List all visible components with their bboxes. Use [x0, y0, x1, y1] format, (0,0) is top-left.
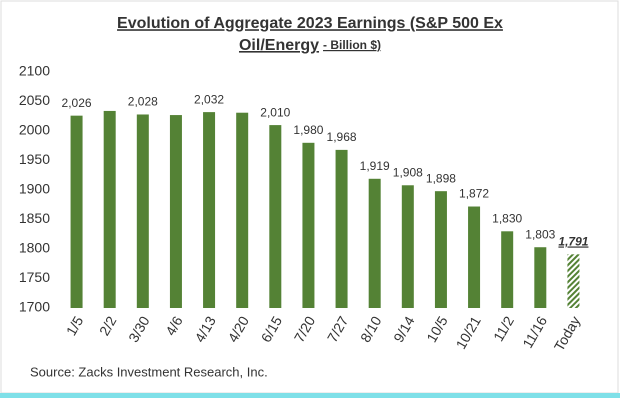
y-tick-label: 2100: [19, 63, 50, 79]
y-tick-label: 1800: [19, 240, 50, 256]
y-tick-label: 1700: [19, 299, 50, 315]
bar: [501, 231, 514, 308]
value-label: 1,791: [558, 234, 588, 248]
bar: [434, 191, 447, 308]
value-label: 1,968: [327, 130, 357, 144]
bar: [567, 254, 580, 308]
bar: [103, 110, 116, 308]
y-tick-label: 1750: [19, 269, 50, 285]
y-tick-label: 2000: [19, 122, 50, 138]
chart-title: Evolution of Aggregate 2023 Earnings (S&…: [117, 15, 503, 32]
value-label: 2,010: [260, 105, 290, 119]
value-label: 1,919: [360, 159, 390, 173]
bar: [203, 112, 216, 309]
y-tick-label: 2050: [19, 92, 50, 108]
value-label: 1,980: [293, 123, 323, 137]
value-label: 2,032: [194, 92, 224, 106]
bar: [368, 178, 381, 308]
bar: [70, 115, 83, 308]
value-label: 2,028: [128, 95, 158, 109]
y-tick-label: 1900: [19, 181, 50, 197]
value-label: 2,026: [62, 96, 92, 110]
chart-title-line: Oil/Energy - Billion $): [239, 37, 381, 54]
source-note: Source: Zacks Investment Research, Inc.: [30, 364, 268, 379]
y-tick-label: 1950: [19, 151, 50, 167]
bar: [335, 149, 348, 308]
bar: [302, 142, 315, 308]
bar: [236, 112, 249, 309]
value-label: 1,803: [525, 227, 555, 241]
bar: [169, 115, 182, 308]
y-tick-label: 1850: [19, 210, 50, 226]
value-label: 1,908: [393, 165, 423, 179]
value-label: 1,898: [426, 171, 456, 185]
bar: [269, 125, 282, 308]
bar: [534, 247, 547, 308]
chart-subtitle: - Billion $): [323, 38, 381, 52]
bar: [468, 206, 481, 308]
chart-title: Oil/Energy: [239, 37, 319, 54]
bar: [136, 114, 149, 308]
value-label: 1,830: [492, 211, 522, 225]
bottom-bar: [0, 393, 620, 398]
bar: [401, 185, 414, 308]
value-label: 1,872: [459, 187, 489, 201]
